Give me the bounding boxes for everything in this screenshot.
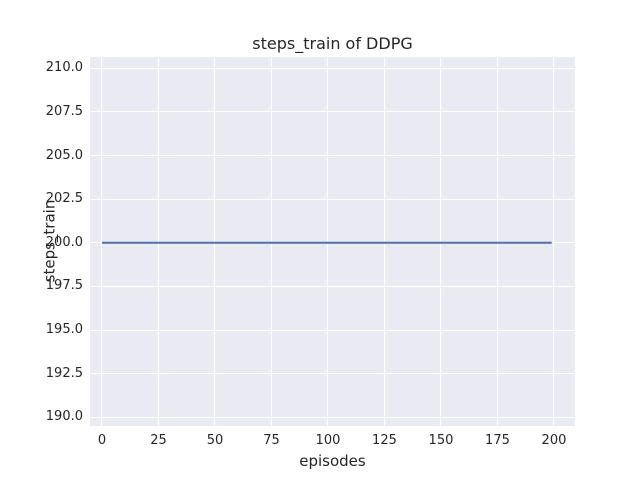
gridline-horizontal: [90, 285, 575, 287]
gridline-vertical: [214, 57, 216, 426]
gridline-horizontal: [90, 329, 575, 331]
gridline-horizontal: [90, 111, 575, 113]
y-tick-label: 197.5: [45, 278, 83, 294]
x-tick-label: 25: [150, 433, 167, 448]
y-tick-label: 205.0: [45, 147, 83, 163]
y-tick-label: 202.5: [45, 191, 83, 207]
x-tick-label: 200: [541, 433, 567, 448]
gridline-vertical: [327, 57, 329, 426]
x-tick-label: 175: [485, 433, 510, 448]
gridline-vertical: [553, 57, 555, 426]
gridline-horizontal: [90, 155, 575, 157]
y-tick-label: 210.0: [45, 60, 83, 76]
gridline-horizontal: [90, 416, 575, 418]
x-tick-label: 150: [428, 433, 454, 448]
gridline-horizontal: [90, 373, 575, 375]
y-tick-label: 192.5: [45, 365, 83, 381]
y-tick-label: 195.0: [45, 322, 83, 338]
x-tick-label: 75: [263, 433, 280, 448]
y-tick-label: 207.5: [45, 103, 83, 119]
x-tick-label: 100: [315, 433, 341, 448]
plot-area: [90, 57, 575, 426]
y-axis-label: steps_train: [40, 199, 59, 283]
gridline-vertical: [157, 57, 159, 426]
gridline-vertical: [383, 57, 385, 426]
gridline-vertical: [496, 57, 498, 426]
x-tick-label: 50: [206, 433, 224, 448]
y-tick-label: 190.0: [45, 409, 83, 425]
x-tick-label: 0: [97, 433, 107, 448]
gridline-horizontal: [90, 67, 575, 69]
x-axis-label: episodes: [299, 452, 366, 470]
gridline-vertical: [270, 57, 272, 426]
gridline-horizontal: [90, 198, 575, 200]
series-layer: [101, 241, 552, 244]
gridline-vertical: [101, 57, 103, 426]
gridline-vertical: [440, 57, 442, 426]
chart-title: steps_train of DDPG: [252, 34, 413, 53]
x-tick-label: 125: [372, 433, 397, 448]
y-tick-label: 200.0: [45, 234, 83, 250]
